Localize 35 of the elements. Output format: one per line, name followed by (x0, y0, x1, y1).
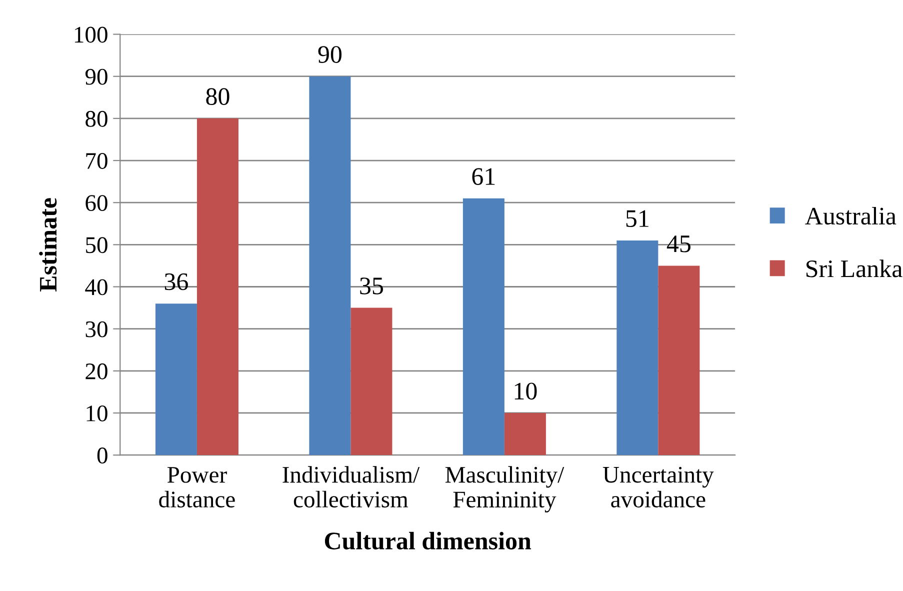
x-tick-label: Individualism/ collectivism (282, 466, 420, 508)
y-tick-label: 100 (74, 26, 108, 43)
y-tick-label: 40 (85, 279, 108, 296)
x-tick-label: Masculinity/ Femininity (445, 466, 564, 512)
data-label: 80 (206, 88, 230, 106)
bar (462, 198, 504, 456)
y-tick-label: 60 (86, 195, 108, 212)
bar (196, 118, 238, 456)
bar (350, 308, 392, 456)
x-tick-label: Uncertainty avoidance (602, 466, 714, 508)
y-tick-label: 90 (85, 68, 108, 85)
y-axis-title: Estimate (39, 198, 57, 292)
data-label: 36 (164, 273, 188, 290)
x-axis-title: Cultural dimension (324, 532, 532, 550)
data-label: 61 (472, 168, 495, 185)
y-tick-label: 0 (97, 448, 108, 464)
data-label: 90 (318, 46, 342, 63)
data-label: 10 (514, 382, 537, 400)
data-label: 51 (626, 210, 648, 228)
y-tick-label: 30 (86, 321, 108, 338)
bar (616, 240, 658, 456)
y-tick-label: 20 (86, 363, 108, 380)
y-tick-label: 10 (86, 405, 108, 422)
y-tick-label: 70 (86, 153, 108, 169)
bar (155, 304, 197, 456)
y-tick-label: 80 (86, 110, 108, 127)
data-label: 45 (666, 236, 690, 252)
y-tick-label: 50 (86, 237, 108, 254)
bar (504, 412, 546, 456)
data-label: 35 (360, 278, 383, 294)
legend-label: Australia (805, 207, 896, 225)
x-tick-label: Power distance (159, 467, 235, 508)
legend-label: Sri Lanka (806, 260, 902, 278)
bar (658, 266, 700, 456)
bar (309, 76, 351, 456)
